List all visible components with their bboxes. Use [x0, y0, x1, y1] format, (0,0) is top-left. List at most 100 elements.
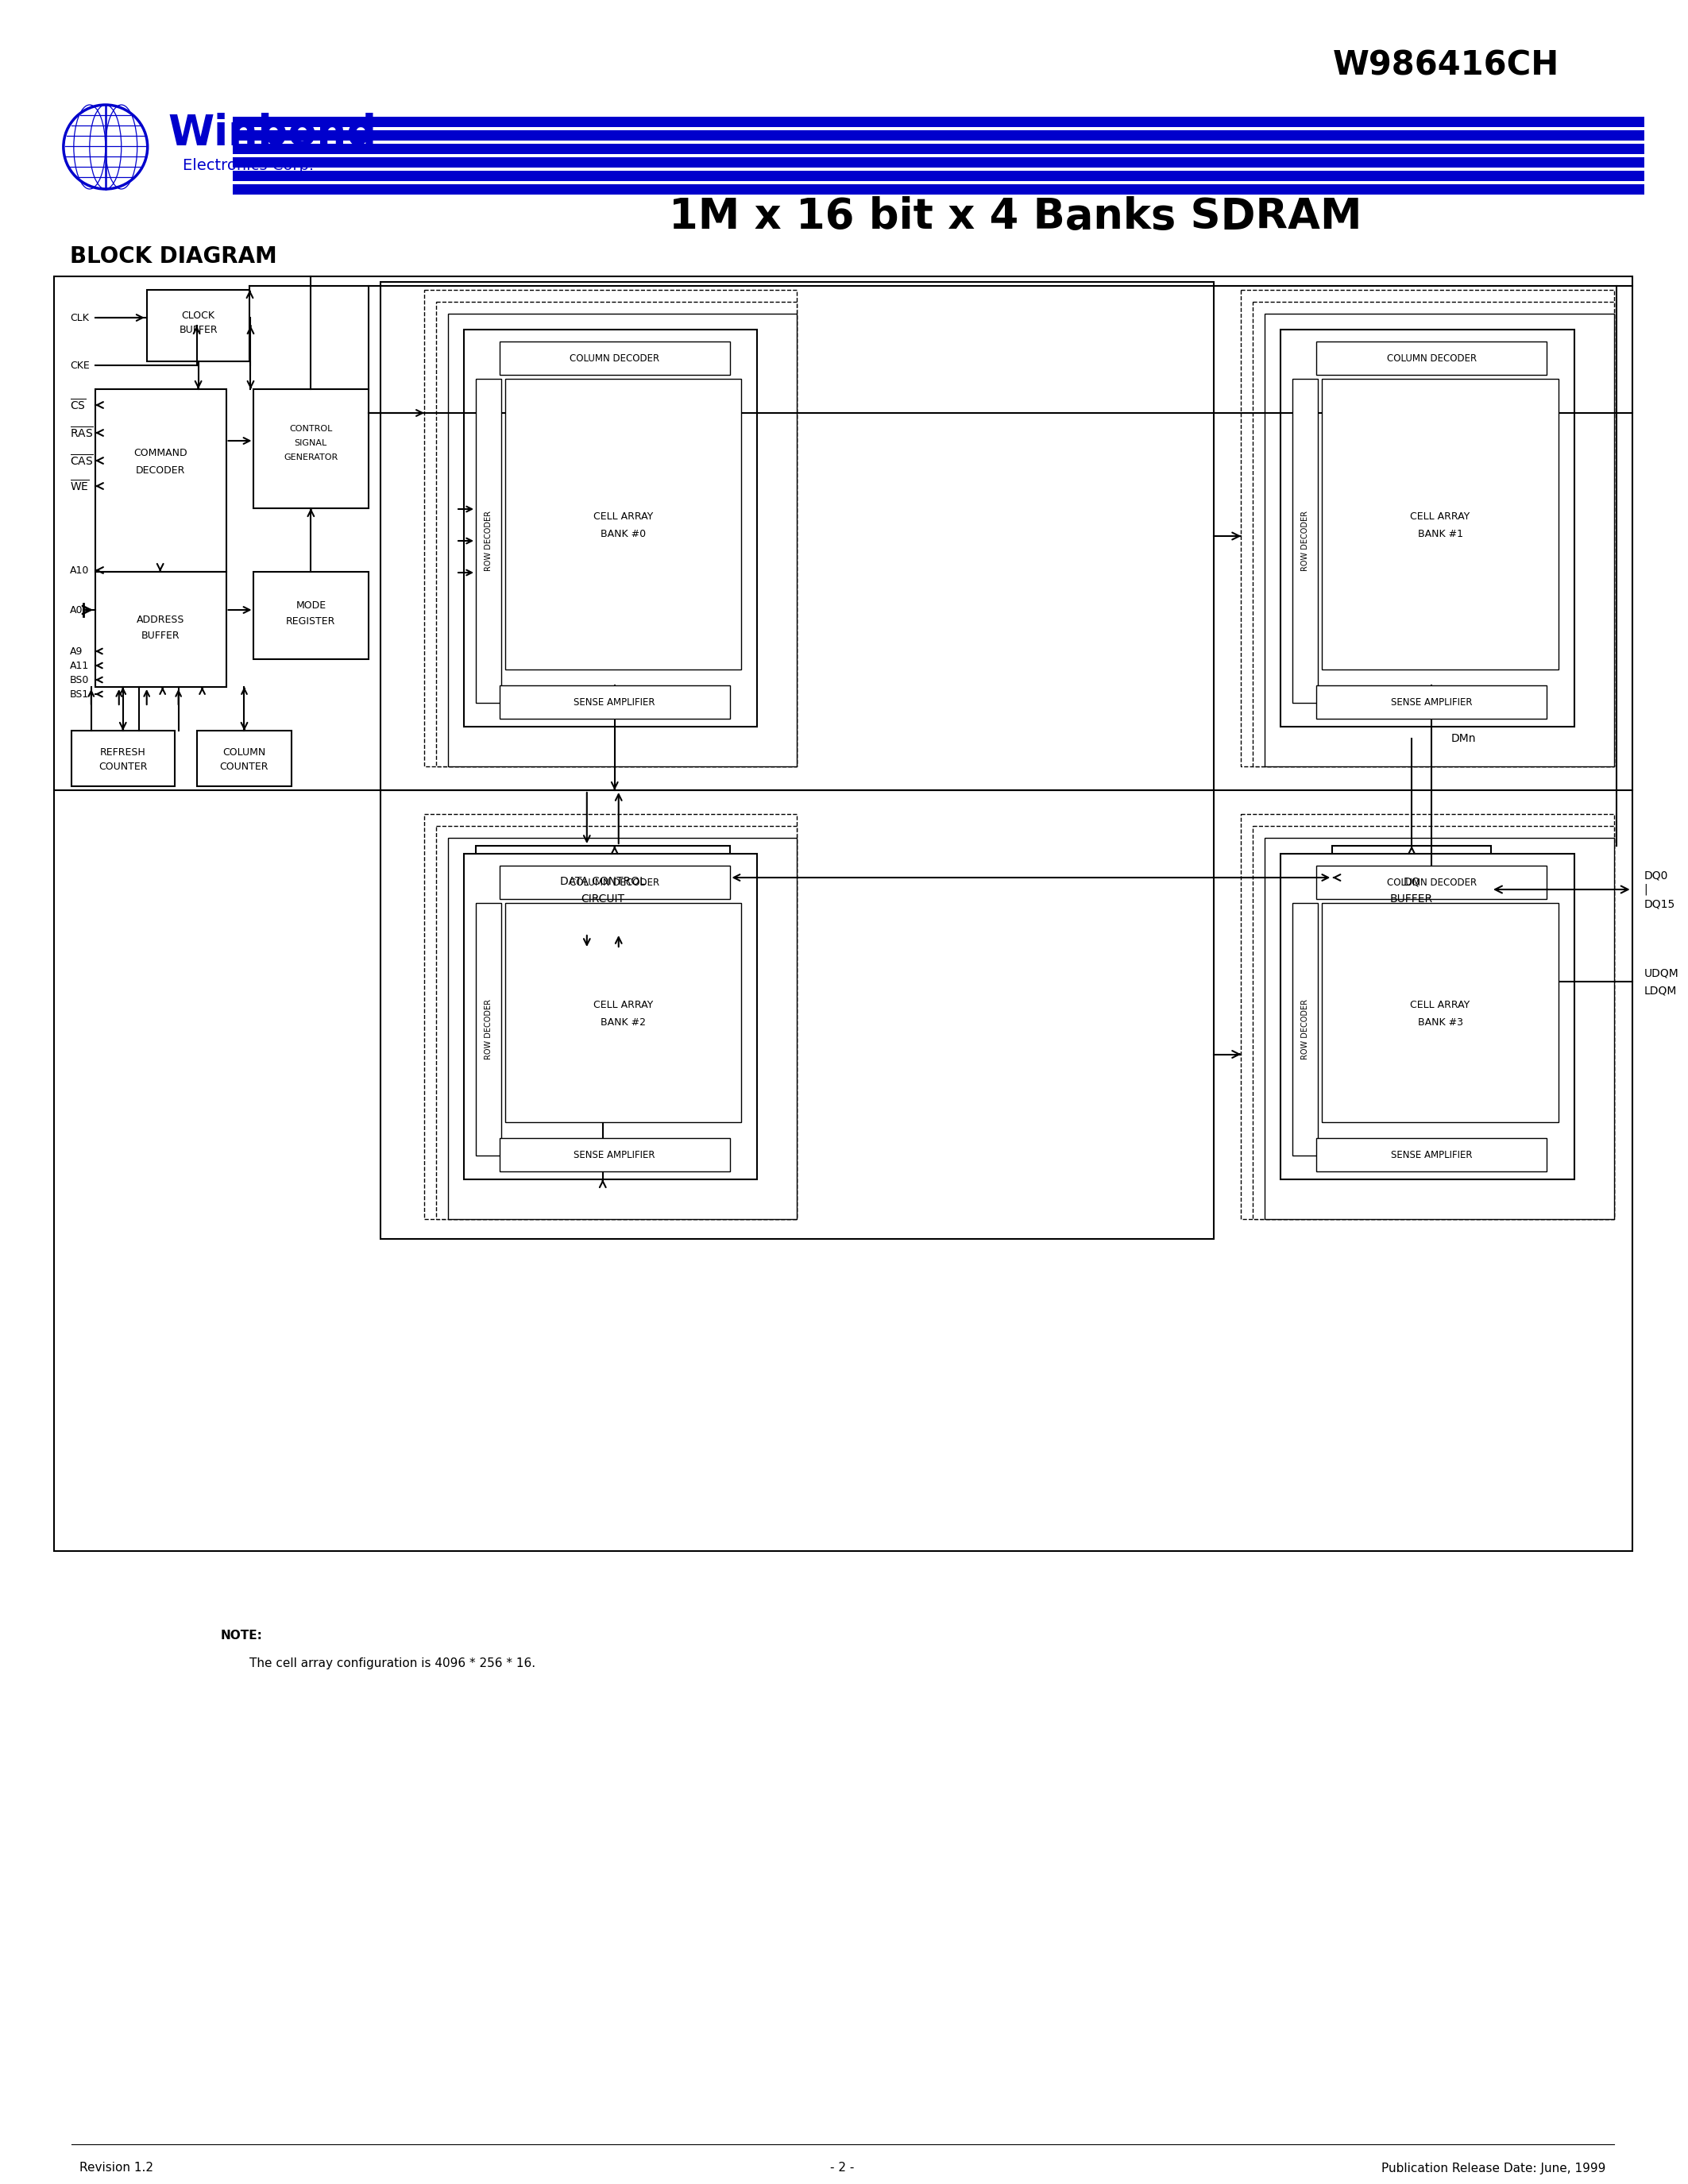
Bar — [476, 902, 501, 1155]
Text: W986416CH: W986416CH — [1332, 48, 1560, 81]
Text: CKE: CKE — [69, 360, 89, 371]
Text: ADDRESS: ADDRESS — [137, 614, 184, 625]
Text: ROW DECODER: ROW DECODER — [1301, 511, 1310, 570]
Text: SENSE AMPLIFIER: SENSE AMPLIFIER — [1391, 697, 1472, 708]
Text: The cell array configuration is 4096 * 256 * 16.: The cell array configuration is 4096 * 2… — [250, 1658, 535, 1671]
Text: DMn: DMn — [1452, 734, 1477, 745]
Bar — [436, 826, 797, 1219]
Text: COLUMN: COLUMN — [223, 747, 265, 758]
Text: BANK #3: BANK #3 — [1418, 1018, 1463, 1026]
Bar — [1241, 290, 1614, 767]
Text: Publication Release Date: June, 1999: Publication Release Date: June, 1999 — [1382, 2162, 1605, 2173]
Text: REGISTER: REGISTER — [285, 616, 336, 627]
Bar — [500, 1138, 729, 1171]
Bar — [1281, 330, 1575, 727]
Bar — [233, 131, 1644, 140]
Bar — [253, 572, 368, 660]
Bar — [233, 144, 1644, 155]
Text: CLOCK: CLOCK — [182, 310, 214, 321]
Bar — [1317, 865, 1546, 900]
Text: 1M x 16 bit x 4 Banks SDRAM: 1M x 16 bit x 4 Banks SDRAM — [668, 197, 1362, 238]
Bar — [147, 290, 250, 360]
Bar — [1317, 341, 1546, 376]
Text: COUNTER: COUNTER — [219, 762, 268, 771]
Bar — [447, 314, 797, 767]
Bar — [476, 845, 729, 933]
Text: CLK: CLK — [69, 312, 89, 323]
Text: DECODER: DECODER — [135, 465, 186, 476]
Bar — [1252, 301, 1614, 767]
Bar — [436, 301, 797, 767]
Bar — [1332, 845, 1491, 933]
Bar — [424, 815, 797, 1219]
Text: |: | — [1644, 885, 1647, 895]
Text: Winbond: Winbond — [169, 114, 376, 155]
Bar — [464, 330, 758, 727]
Text: CELL ARRAY: CELL ARRAY — [594, 511, 653, 522]
Text: SENSE AMPLIFIER: SENSE AMPLIFIER — [574, 1149, 655, 1160]
Bar — [500, 865, 729, 900]
Text: REFRESH: REFRESH — [100, 747, 145, 758]
Bar — [424, 290, 797, 767]
Bar — [1264, 314, 1614, 767]
Text: $\overline{\rm RAS}$: $\overline{\rm RAS}$ — [69, 426, 93, 441]
Bar — [233, 116, 1644, 127]
Bar — [233, 157, 1644, 168]
Text: COLUMN DECODER: COLUMN DECODER — [569, 354, 660, 363]
Bar — [381, 791, 1214, 1238]
Bar — [1317, 686, 1546, 719]
Bar — [1293, 378, 1318, 703]
Text: ROW DECODER: ROW DECODER — [484, 998, 493, 1059]
Text: BUFFER: BUFFER — [1391, 893, 1433, 904]
Bar — [95, 572, 226, 688]
Text: Revision 1.2: Revision 1.2 — [79, 2162, 154, 2173]
Bar — [1322, 378, 1558, 670]
Text: BANK #1: BANK #1 — [1418, 529, 1463, 539]
Text: ROW DECODER: ROW DECODER — [484, 511, 493, 570]
Bar — [1264, 839, 1614, 1219]
Bar — [1252, 826, 1614, 1219]
Text: - 2 -: - 2 - — [830, 2162, 854, 2173]
Bar — [1293, 902, 1318, 1155]
Text: COLUMN DECODER: COLUMN DECODER — [1386, 354, 1477, 363]
Text: BANK #0: BANK #0 — [601, 529, 647, 539]
Text: DQ: DQ — [1403, 876, 1420, 887]
Text: CELL ARRAY: CELL ARRAY — [1409, 1000, 1470, 1009]
Bar — [54, 277, 1632, 1551]
Text: ROW DECODER: ROW DECODER — [1301, 998, 1310, 1059]
Text: DATA CONTROL: DATA CONTROL — [560, 876, 645, 887]
Text: DQ0: DQ0 — [1644, 869, 1668, 880]
Text: SENSE AMPLIFIER: SENSE AMPLIFIER — [574, 697, 655, 708]
Text: $\overline{\rm WE}$: $\overline{\rm WE}$ — [69, 478, 89, 494]
Text: DQ15: DQ15 — [1644, 898, 1674, 909]
Text: CIRCUIT: CIRCUIT — [581, 893, 625, 904]
Text: UDQM: UDQM — [1644, 968, 1680, 978]
Bar — [233, 170, 1644, 181]
Text: NOTE:: NOTE: — [221, 1629, 262, 1642]
Text: MODE: MODE — [295, 601, 326, 609]
Bar — [197, 732, 292, 786]
Bar — [1322, 902, 1558, 1123]
Bar — [95, 389, 226, 572]
Bar — [505, 378, 741, 670]
Bar — [500, 686, 729, 719]
Bar — [71, 732, 174, 786]
Bar — [476, 378, 501, 703]
Text: BUFFER: BUFFER — [140, 631, 179, 640]
Text: COLUMN DECODER: COLUMN DECODER — [569, 878, 660, 887]
Text: Electronics Corp.: Electronics Corp. — [182, 157, 314, 173]
Text: LDQM: LDQM — [1644, 985, 1676, 996]
Circle shape — [64, 105, 147, 190]
Text: BLOCK DIAGRAM: BLOCK DIAGRAM — [69, 245, 277, 269]
Text: SENSE AMPLIFIER: SENSE AMPLIFIER — [1391, 1149, 1472, 1160]
Bar — [233, 183, 1644, 194]
Bar — [1241, 815, 1614, 1219]
Bar — [381, 282, 1214, 791]
Bar — [447, 839, 797, 1219]
Text: A11: A11 — [69, 660, 89, 670]
Bar — [505, 902, 741, 1123]
Text: A9: A9 — [69, 646, 83, 657]
Bar — [500, 341, 729, 376]
Text: COUNTER: COUNTER — [98, 762, 147, 771]
Text: CONTROL: CONTROL — [289, 426, 333, 432]
